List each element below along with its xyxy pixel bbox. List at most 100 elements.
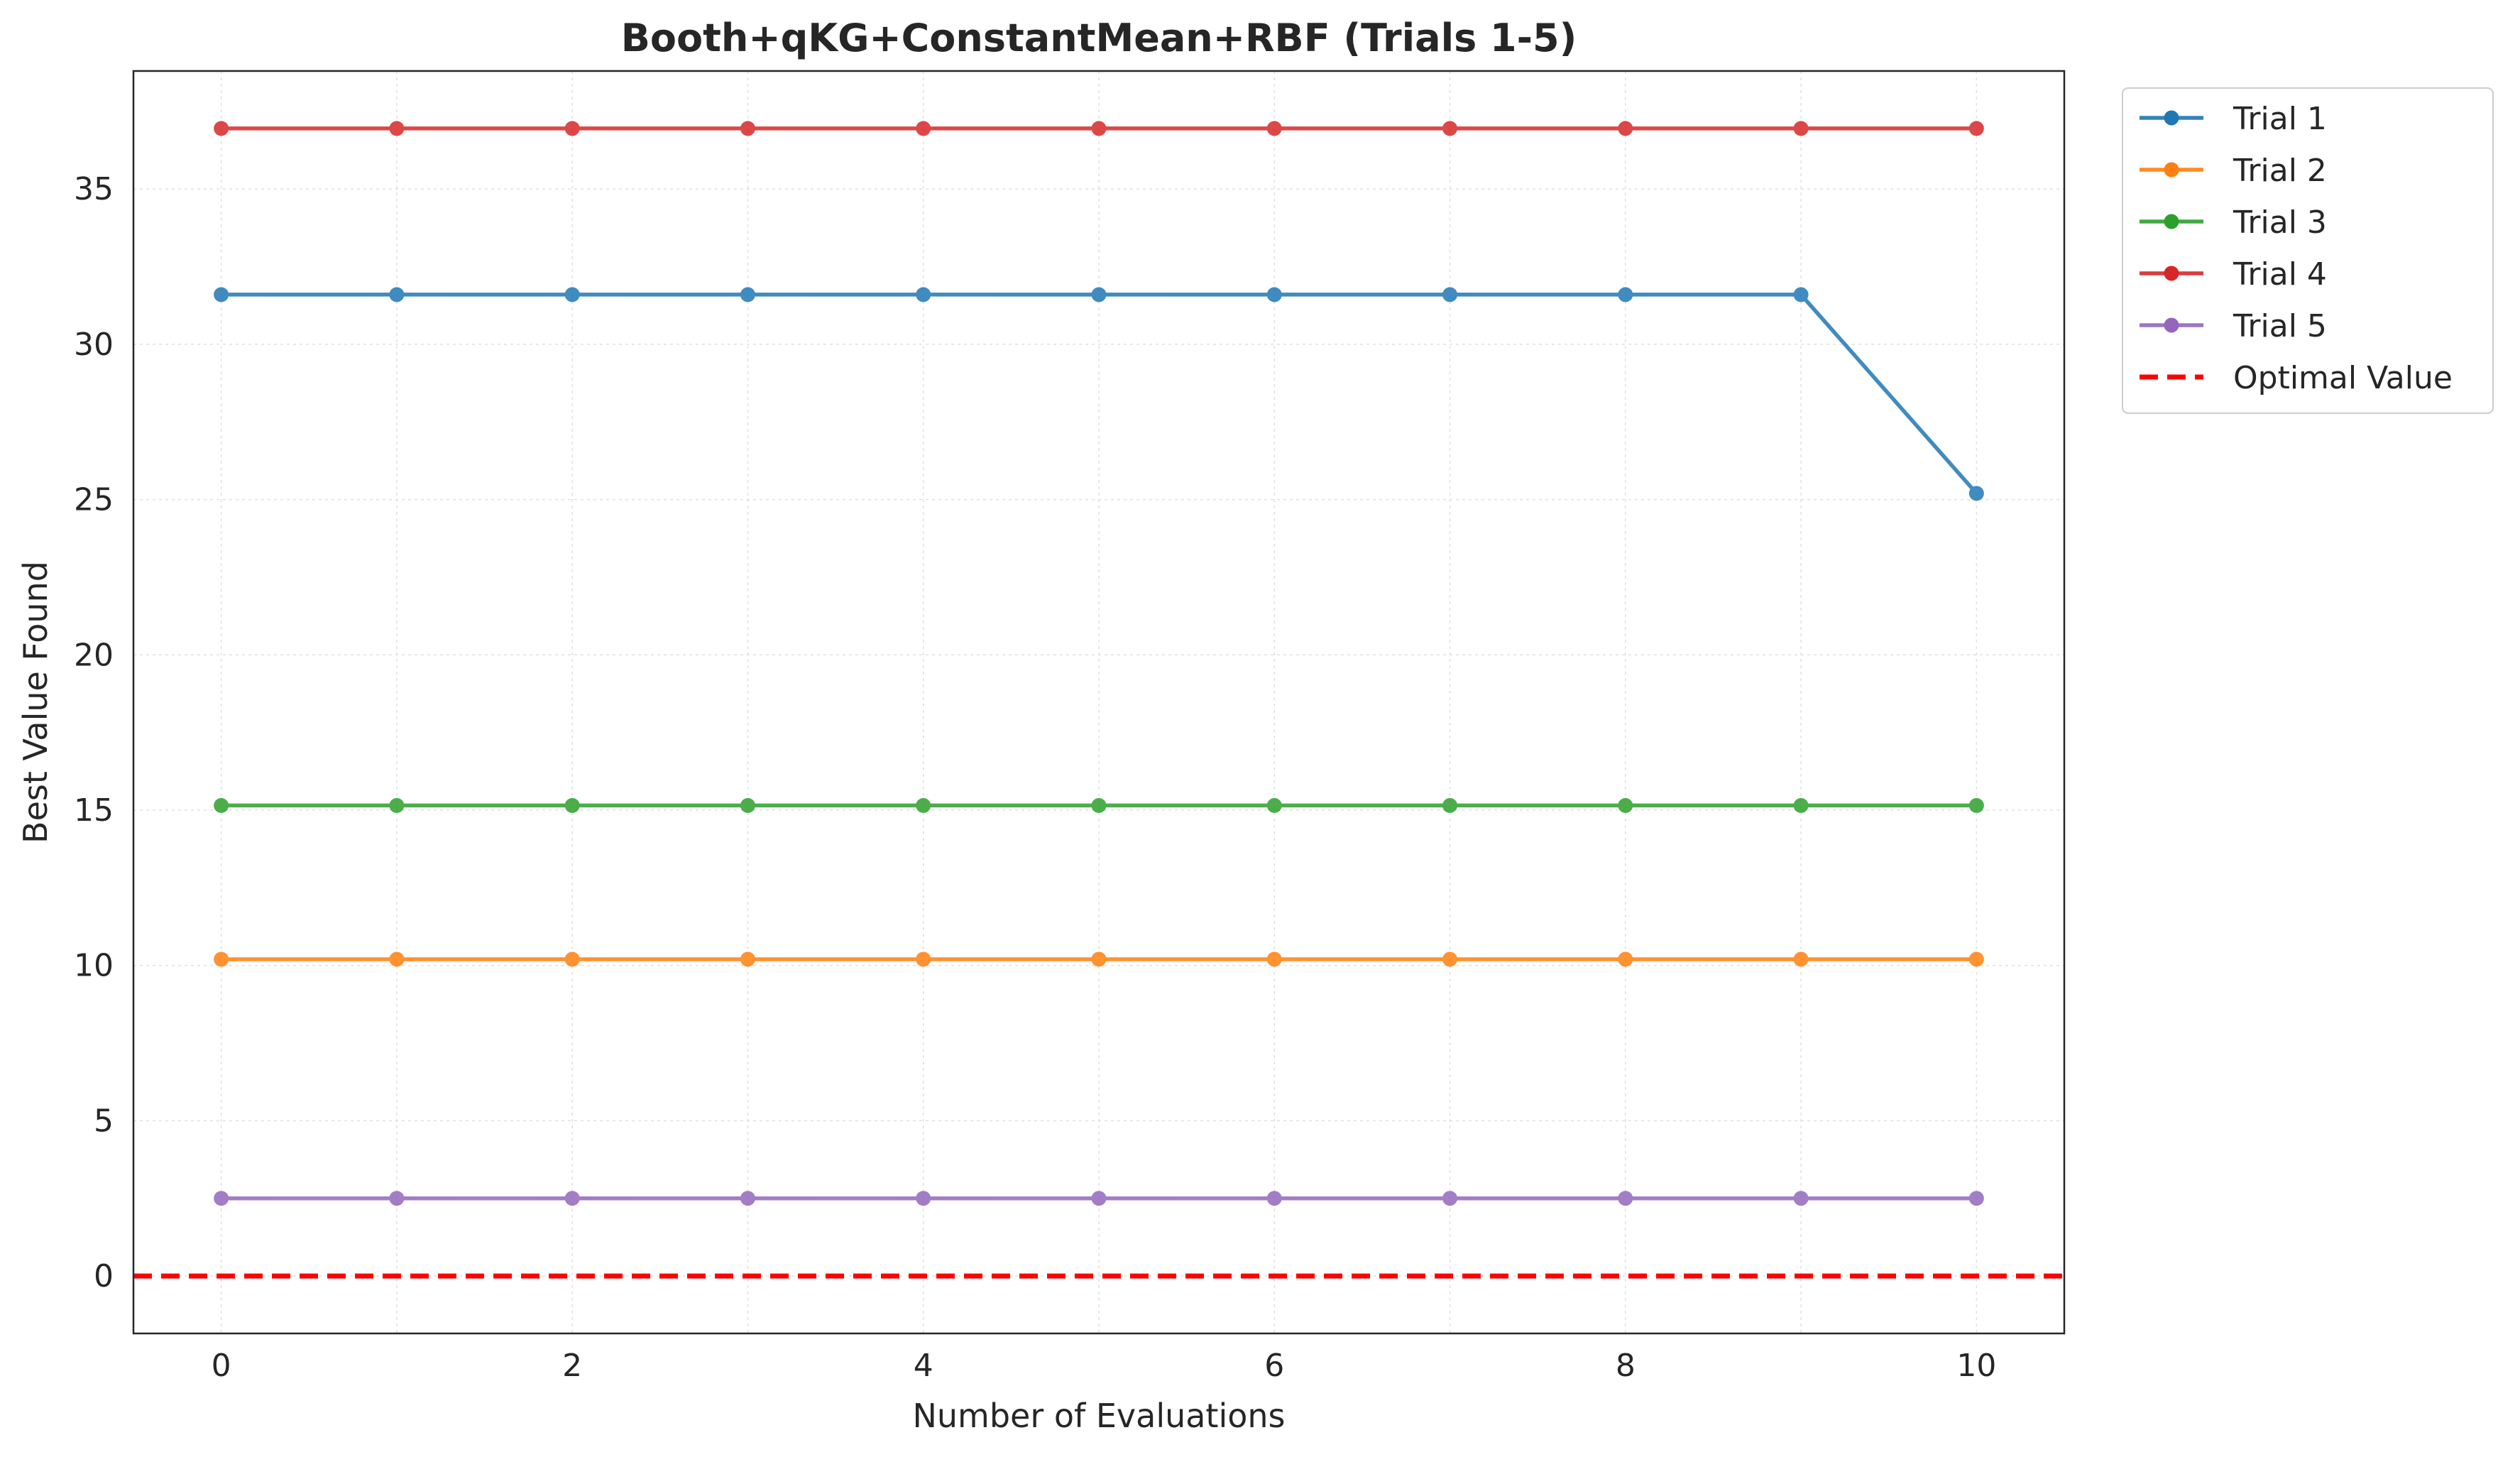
legend-label: Trial 3 [2233,204,2327,241]
x-tick-label: 8 [1616,1348,1636,1384]
data-point [389,1191,405,1206]
data-point [1618,951,1633,967]
data-point [1091,287,1107,302]
legend-swatch-marker [2164,162,2179,178]
data-point [389,121,405,136]
data-point [1618,121,1633,136]
data-point [564,1191,580,1206]
legend-swatch-marker [2164,317,2179,333]
legend-label: Trial 2 [2233,153,2327,189]
series-trial-5 [214,1191,1984,1206]
data-point [1618,797,1633,813]
series-layer [133,121,2064,1279]
data-point [916,287,931,302]
legend-item: Optimal Value [2140,360,2453,396]
y-tick-label: 15 [74,792,114,829]
legend-item: Trial 1 [2140,101,2327,137]
x-tick-label: 0 [212,1348,231,1384]
data-point [916,951,931,967]
data-point [1091,797,1107,813]
data-point [1266,1191,1282,1206]
y-tick-label: 35 [74,171,114,207]
data-point [1266,951,1282,967]
data-point [1793,287,1809,302]
data-point [916,1191,931,1206]
data-point [1091,1191,1107,1206]
data-point [1968,1191,1984,1206]
legend-label: Trial 5 [2233,308,2327,344]
series-trial-4 [214,121,1984,136]
legend-box [2122,87,2494,414]
data-point [1442,951,1458,967]
data-point [1968,797,1984,813]
x-tick-label: 10 [1956,1348,1996,1384]
y-tick-label: 20 [74,637,114,673]
legend-label: Trial 4 [2233,256,2327,293]
data-point [564,121,580,136]
data-point [740,951,755,967]
series-trial-1 [214,287,1984,501]
data-point [564,951,580,967]
legend-swatch-marker [2164,214,2179,229]
x-tick-label: 2 [562,1348,582,1384]
plot-frame [132,70,2066,1335]
legend-item: Trial 2 [2140,153,2327,189]
data-point [564,287,580,302]
data-point [1618,287,1633,302]
data-point [1968,121,1984,136]
data-point [1968,486,1984,501]
legend-item: Trial 3 [2140,204,2327,241]
data-point [1793,797,1809,813]
x-axis-label: Number of Evaluations [912,1397,1285,1435]
series-trial-2 [214,951,1984,967]
data-point [1266,121,1282,136]
legend-swatch-marker [2164,110,2179,126]
y-tick-label: 0 [94,1258,114,1294]
axis-ticks: 0 2 4 6 8 10 0 5 10 15 20 25 30 35 [74,171,1996,1384]
y-tick-label: 25 [74,482,114,518]
data-point [214,287,229,302]
legend-label: Trial 1 [2233,101,2327,137]
data-point [740,797,755,813]
x-tick-label: 6 [1264,1348,1284,1384]
data-point [740,121,755,136]
y-tick-label: 30 [74,327,114,363]
data-point [1091,951,1107,967]
data-point [1442,797,1458,813]
data-point [1266,287,1282,302]
data-point [1618,1191,1633,1206]
x-tick-label: 4 [914,1348,933,1384]
data-point [1793,1191,1809,1206]
data-point [1968,951,1984,967]
legend-swatch-marker [2164,266,2179,281]
data-point [389,951,405,967]
y-tick-label: 5 [94,1103,114,1139]
data-point [1442,287,1458,302]
data-point [214,797,229,813]
data-point [916,797,931,813]
data-point [1442,1191,1458,1206]
data-point [740,1191,755,1206]
legend-item: Trial 4 [2140,256,2327,293]
y-axis-label: Best Value Found [16,561,55,844]
data-point [564,797,580,813]
data-point [389,287,405,302]
chart-title: Booth+qKG+ConstantMean+RBF (Trials 1-5) [621,16,1577,60]
data-point [1091,121,1107,136]
data-point [214,951,229,967]
data-point [1266,797,1282,813]
legend-item: Trial 5 [2140,308,2327,344]
data-point [214,121,229,136]
data-point [1793,121,1809,136]
legend-label: Optimal Value [2233,360,2453,396]
legend: Trial 1 Trial 2 Trial 3 Trial 4 Trial 5 Optim… [2122,87,2494,414]
data-point [389,797,405,813]
data-point [214,1191,229,1206]
series-trial-3 [214,797,1984,813]
data-point [916,121,931,136]
data-point [1442,121,1458,136]
data-point [1793,951,1809,967]
y-tick-label: 10 [74,948,114,984]
